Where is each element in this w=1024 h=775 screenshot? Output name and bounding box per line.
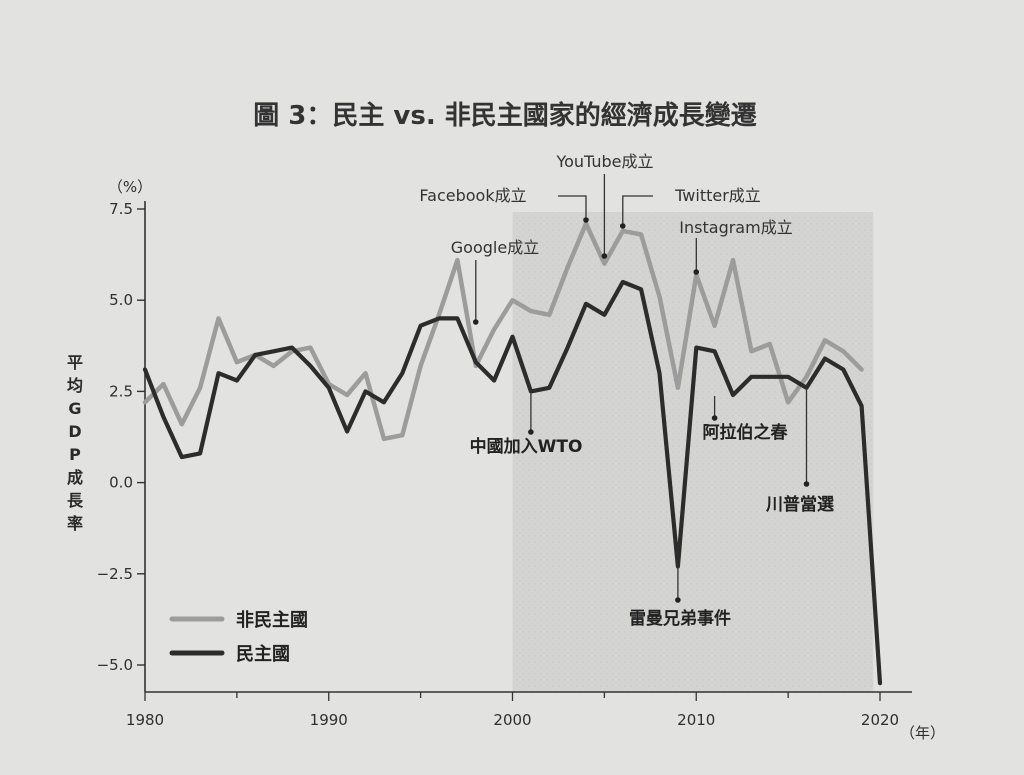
annotation-dot bbox=[675, 597, 681, 603]
tick-labels: 7.5 5.0 2.5 0.0 −2.5 −5.0 1980 1990 2000 2010 2020 bbox=[97, 200, 900, 729]
annotation-label: 川普當選 bbox=[765, 494, 834, 515]
annotation-label: 阿拉伯之春 bbox=[703, 422, 788, 443]
y-axis-label-char: D bbox=[68, 422, 81, 441]
annotation-label: 中國加入WTO bbox=[470, 436, 583, 457]
y-tick-label: 5.0 bbox=[109, 291, 133, 309]
annotations: Google成立 Facebook成立 YouTube成立 Twitter成立 Inst… bbox=[419, 152, 834, 629]
x-tick-label: 1980 bbox=[126, 711, 164, 729]
chart-title: 圖 3：民主 vs. 非民主國家的經濟成長變遷 bbox=[253, 100, 757, 131]
annotation-label: Instagram成立 bbox=[679, 218, 792, 237]
y-axis-unit: （%） bbox=[108, 178, 152, 196]
annotation-label: Twitter成立 bbox=[674, 186, 761, 205]
y-tick-label: 2.5 bbox=[109, 382, 133, 400]
y-axis-label-char: P bbox=[69, 445, 81, 464]
annotation-dot bbox=[711, 415, 718, 421]
x-tick-label: 1990 bbox=[310, 711, 348, 729]
y-tick-label: 7.5 bbox=[109, 200, 133, 218]
y-tick-label: −2.5 bbox=[97, 565, 133, 583]
annotation-dot bbox=[693, 269, 700, 275]
annotation-label: Facebook成立 bbox=[419, 186, 526, 205]
annotation-dot bbox=[528, 429, 534, 435]
y-axis-label-char: 長 bbox=[67, 491, 84, 510]
annotation-dot bbox=[803, 481, 810, 487]
annotation-label: Google成立 bbox=[451, 238, 539, 257]
annotation-dot bbox=[619, 223, 626, 229]
y-axis-label-char: 成 bbox=[67, 468, 83, 487]
series-line-democracy bbox=[142, 279, 883, 686]
annotation-label: YouTube成立 bbox=[555, 152, 653, 171]
annotation-dot bbox=[472, 319, 479, 325]
annotation-dot bbox=[601, 253, 608, 259]
series-layer bbox=[142, 221, 883, 686]
x-axis-unit: （年） bbox=[900, 724, 945, 742]
axes bbox=[137, 201, 912, 701]
annotation-leader bbox=[622, 195, 653, 226]
y-tick-label: 0.0 bbox=[109, 474, 133, 492]
annotation-label: 雷曼兄弟事件 bbox=[629, 608, 731, 629]
y-tick-label: −5.0 bbox=[97, 656, 133, 674]
annotation-dot bbox=[583, 217, 589, 223]
y-axis-label-char: 率 bbox=[67, 514, 83, 533]
x-tick-label: 2010 bbox=[677, 711, 715, 729]
series-line-nondemocracy bbox=[142, 221, 864, 442]
x-tick-label: 2000 bbox=[493, 711, 531, 729]
annotation-leader bbox=[558, 195, 587, 220]
legend-label: 民主國 bbox=[236, 643, 290, 665]
legend-label: 非民主國 bbox=[236, 609, 308, 631]
y-axis-label-char: G bbox=[68, 399, 81, 418]
x-tick-label: 2020 bbox=[861, 711, 899, 729]
y-axis-label-char: 均 bbox=[67, 376, 83, 395]
y-axis-label-char: 平 bbox=[67, 353, 83, 372]
